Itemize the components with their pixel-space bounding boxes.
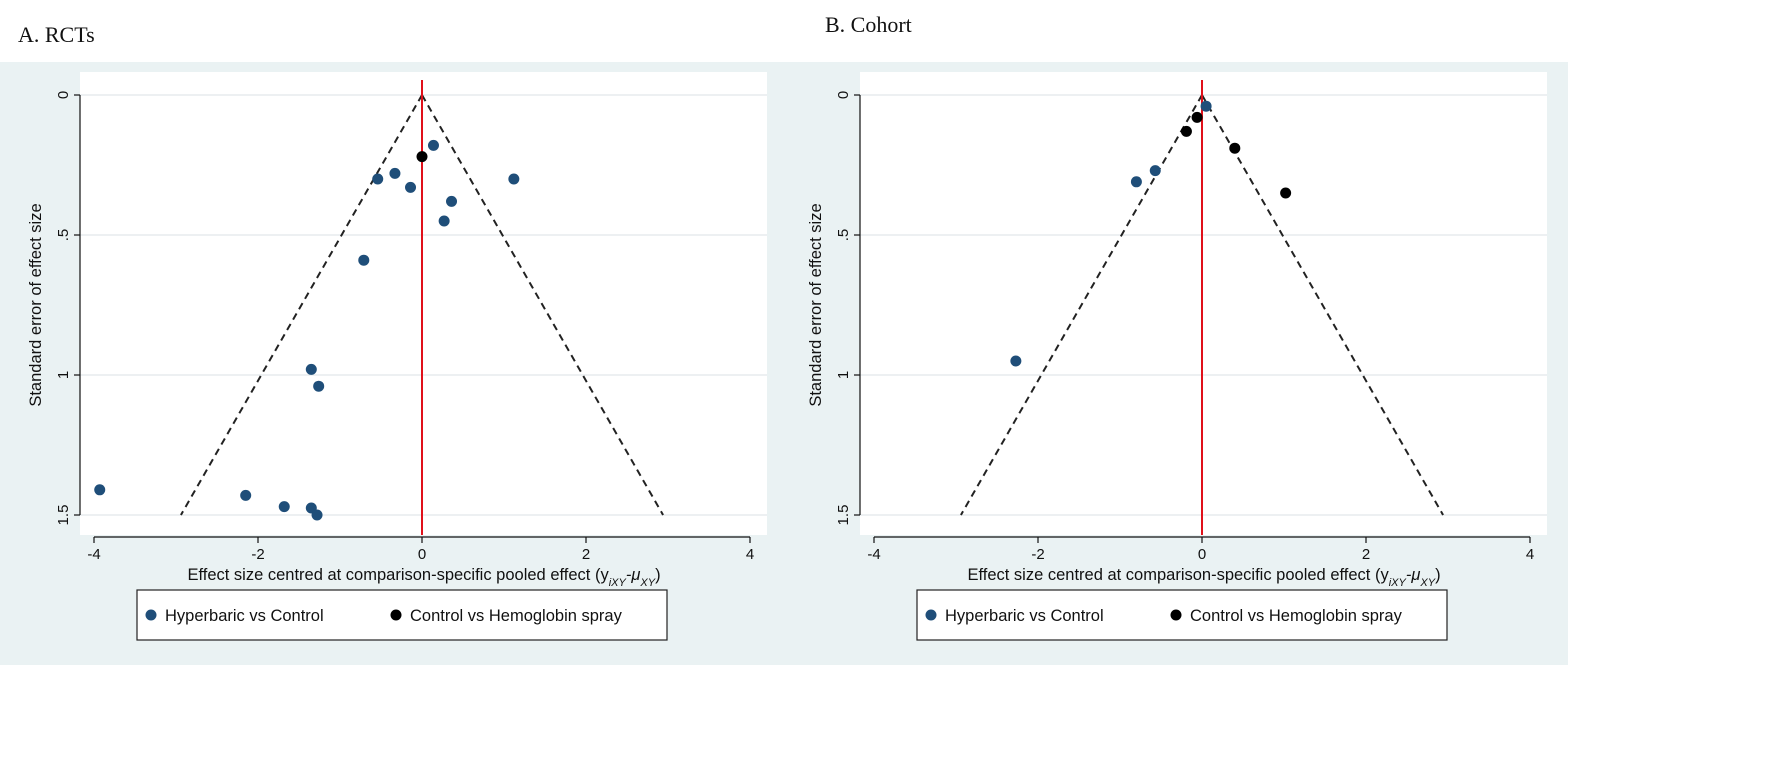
x-tick-label: 2 xyxy=(582,546,590,563)
legend-marker xyxy=(145,609,157,621)
point-hyperbaric xyxy=(1010,355,1022,367)
x-tick-label: 0 xyxy=(1198,546,1206,563)
point-hyperbaric xyxy=(1130,176,1142,188)
legend-marker xyxy=(390,609,402,621)
panel-a-title: A. RCTs xyxy=(18,22,95,47)
funnel-right-line xyxy=(1201,94,1444,516)
point-hyperbaric xyxy=(438,215,450,227)
y-tick-label: .5 xyxy=(55,229,72,242)
panel-b-title: B. Cohort xyxy=(825,12,912,37)
y-axis-title: Standard error of effect size xyxy=(807,203,825,406)
point-hyperbaric xyxy=(313,380,325,392)
point-hemoglobin xyxy=(1191,111,1203,123)
funnel-plot-cohort: 0 .5 1 1.5 -4 -2 0 2 4 Standard error of effect s… xyxy=(807,72,1547,641)
point-hemoglobin xyxy=(1180,125,1192,137)
point-hyperbaric xyxy=(389,167,401,179)
y-tick-label: 1.5 xyxy=(55,505,72,526)
y-tick-label: .5 xyxy=(835,229,852,242)
x-tick-label: 4 xyxy=(746,546,754,563)
x-tick-label: 4 xyxy=(1526,546,1534,563)
point-hyperbaric xyxy=(427,139,439,151)
y-tick-label: 0 xyxy=(55,91,72,99)
point-hemoglobin xyxy=(1280,187,1292,199)
y-axis-title: Standard error of effect size xyxy=(27,203,45,406)
point-hyperbaric xyxy=(305,363,317,375)
point-hyperbaric xyxy=(358,254,370,266)
legend-label: Control vs Hemoglobin spray xyxy=(410,607,623,625)
x-tick-label: -2 xyxy=(251,546,264,563)
x-axis-title: Effect size centred at comparison-specif… xyxy=(967,566,1440,589)
point-hyperbaric xyxy=(311,509,323,521)
point-hyperbaric xyxy=(240,489,252,501)
point-hemoglobin xyxy=(416,151,428,163)
legend-box xyxy=(136,589,668,641)
legend-marker xyxy=(925,609,937,621)
point-hyperbaric xyxy=(94,484,106,496)
x-tick-label: 2 xyxy=(1362,546,1370,563)
legend-marker xyxy=(1170,609,1182,621)
x-tick-label: -4 xyxy=(87,546,100,563)
x-tick-label: -2 xyxy=(1031,546,1044,563)
point-hyperbaric xyxy=(372,173,384,185)
funnel-plot-rcts: 0 .5 1 1.5 -4 -2 0 2 4 Standard error of effect s… xyxy=(27,72,767,641)
point-hemoglobin xyxy=(1229,142,1241,154)
y-tick-label: 1.5 xyxy=(835,505,852,526)
point-hyperbaric xyxy=(446,195,458,207)
point-hyperbaric xyxy=(278,501,290,513)
x-axis-title: Effect size centred at comparison-specif… xyxy=(187,566,660,589)
funnel-right-line xyxy=(421,94,664,516)
x-tick-label: 0 xyxy=(418,546,426,563)
legend-label: Control vs Hemoglobin spray xyxy=(1190,607,1403,625)
legend-box xyxy=(916,589,1448,641)
plot-area xyxy=(860,72,1547,535)
plot-area xyxy=(80,72,767,535)
point-hyperbaric xyxy=(1200,100,1212,112)
y-tick-label: 1 xyxy=(55,371,72,379)
y-tick-label: 1 xyxy=(835,371,852,379)
legend-label: Hyperbaric vs Control xyxy=(165,607,324,625)
point-hyperbaric xyxy=(1149,165,1161,177)
funnel-left-line xyxy=(960,94,1203,516)
x-tick-label: -4 xyxy=(867,546,880,563)
point-hyperbaric xyxy=(508,173,520,185)
legend-label: Hyperbaric vs Control xyxy=(945,607,1104,625)
y-tick-label: 0 xyxy=(835,91,852,99)
funnel-left-line xyxy=(180,94,423,516)
point-hyperbaric xyxy=(405,181,417,193)
